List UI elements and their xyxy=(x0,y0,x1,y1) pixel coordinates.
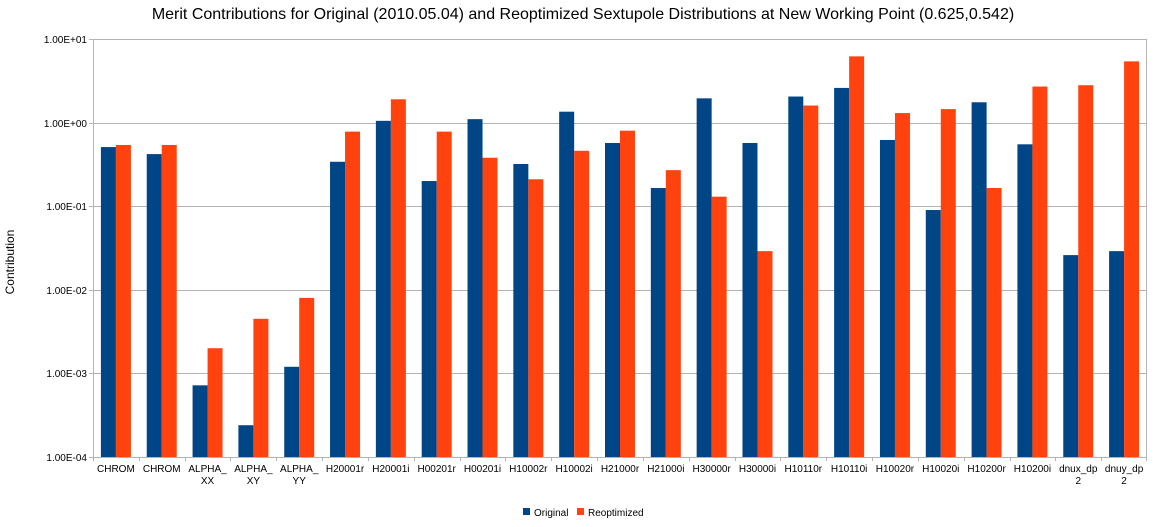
x-tick-label: ALPHA_ XY xyxy=(234,464,273,487)
x-tick-label: H10110i xyxy=(831,464,868,475)
bar-reoptimized xyxy=(574,150,590,458)
chart-title: Merit Contributions for Original (2010.0… xyxy=(152,6,1014,23)
bar-original xyxy=(559,111,575,457)
legend-swatch-original xyxy=(523,508,530,515)
bar-original xyxy=(696,98,712,457)
bar-reoptimized xyxy=(894,113,910,457)
bar-original xyxy=(467,119,483,457)
bar-reoptimized xyxy=(253,318,269,457)
y-tick-labels: 1.00E-04 1.00E-03 1.00E-02 1.00E-01 1.00E+00… xyxy=(44,35,88,464)
bar-reoptimized xyxy=(665,170,681,457)
legend-label-original: Original xyxy=(534,508,568,519)
bar-original xyxy=(834,87,850,457)
bar-original xyxy=(650,188,666,457)
bar-reoptimized xyxy=(757,251,773,457)
x-tick-label: H10020i xyxy=(922,464,959,475)
x-tick-label: H10200i xyxy=(1014,464,1051,475)
x-tick-label: H10002r xyxy=(509,464,548,475)
x-tick-label: H30000r xyxy=(692,464,731,475)
x-tick-label: H00201r xyxy=(418,464,457,475)
bar-reoptimized xyxy=(1032,86,1048,457)
bar-reoptimized xyxy=(207,348,223,457)
bar-original xyxy=(100,147,116,458)
x-tick-label: CHROM xyxy=(97,464,135,475)
y-axis-label: Contribution xyxy=(3,230,17,295)
legend: Original Reoptimized xyxy=(523,508,644,519)
bar-reoptimized xyxy=(620,130,635,457)
bar-original xyxy=(1109,251,1125,457)
x-tick-label: H20001i xyxy=(372,464,409,475)
bar-reoptimized xyxy=(161,144,177,457)
bar-reoptimized xyxy=(1078,85,1094,457)
bar-reoptimized xyxy=(436,131,452,457)
bar-original xyxy=(192,385,208,457)
bar-original xyxy=(146,154,162,457)
x-tick-label: ALPHA_ YY xyxy=(280,464,319,487)
bar-original xyxy=(1063,255,1079,457)
bar-original xyxy=(971,102,987,457)
x-tick-label: ALPHA_ XX xyxy=(188,464,227,487)
x-tick-labels: CHROM CHROM ALPHA_ XX ALPHA_ XY ALPHA_ YY H20001… xyxy=(97,464,1144,487)
y-tick-label: 1.00E+00 xyxy=(44,119,88,130)
bar-original xyxy=(879,139,895,457)
x-tick-label: H10002i xyxy=(556,464,593,475)
bar-original xyxy=(330,161,346,457)
bar-reoptimized xyxy=(803,105,819,457)
bar-original xyxy=(925,210,941,457)
bar-original xyxy=(375,120,391,457)
bar-reoptimized xyxy=(1124,61,1140,458)
x-tick-label: H20001r xyxy=(326,464,365,475)
bar-original xyxy=(421,181,437,457)
bar-reoptimized xyxy=(390,99,406,458)
x-tick-label: H30000i xyxy=(739,464,776,475)
bar-reoptimized xyxy=(115,144,131,457)
bar-reoptimized xyxy=(849,56,865,458)
bar-original xyxy=(1017,144,1033,457)
bar-original xyxy=(788,96,804,457)
y-tick-label: 1.00E+01 xyxy=(44,35,88,46)
y-tick-label: 1.00E-01 xyxy=(46,202,87,213)
bar-reoptimized xyxy=(528,179,544,457)
bar-reoptimized xyxy=(986,188,1002,457)
x-tick-label: H10110r xyxy=(784,464,822,475)
x-tick-label: dnux_dp 2 xyxy=(1059,464,1098,487)
y-tick-label: 1.00E-02 xyxy=(46,286,87,297)
x-tick-label: H10200r xyxy=(967,464,1006,475)
bar-reoptimized xyxy=(711,196,727,458)
legend-label-reoptimized: Reoptimized xyxy=(588,508,644,519)
y-tick-label: 1.00E-03 xyxy=(46,369,87,380)
bar-reoptimized xyxy=(482,157,498,458)
x-tick-label: H21000i xyxy=(647,464,684,475)
bar-original xyxy=(605,143,620,457)
x-tick-label: H10020r xyxy=(876,464,915,475)
bar-original xyxy=(742,143,758,457)
bar-original xyxy=(238,425,254,457)
x-tick-label: H21000r xyxy=(601,464,640,475)
axes xyxy=(89,39,1147,461)
y-tick-label: 1.00E-04 xyxy=(46,453,87,464)
bars xyxy=(100,56,1140,458)
bar-reoptimized xyxy=(299,297,315,457)
x-tick-label: dnuy_dp 2 xyxy=(1105,464,1144,487)
x-tick-label: CHROM xyxy=(143,464,181,475)
bar-reoptimized xyxy=(940,109,956,458)
legend-swatch-reoptimized xyxy=(577,508,584,515)
x-tick-label: H00201i xyxy=(464,464,501,475)
bar-reoptimized xyxy=(345,131,361,457)
bar-original xyxy=(513,163,529,457)
bar-original xyxy=(284,366,300,457)
